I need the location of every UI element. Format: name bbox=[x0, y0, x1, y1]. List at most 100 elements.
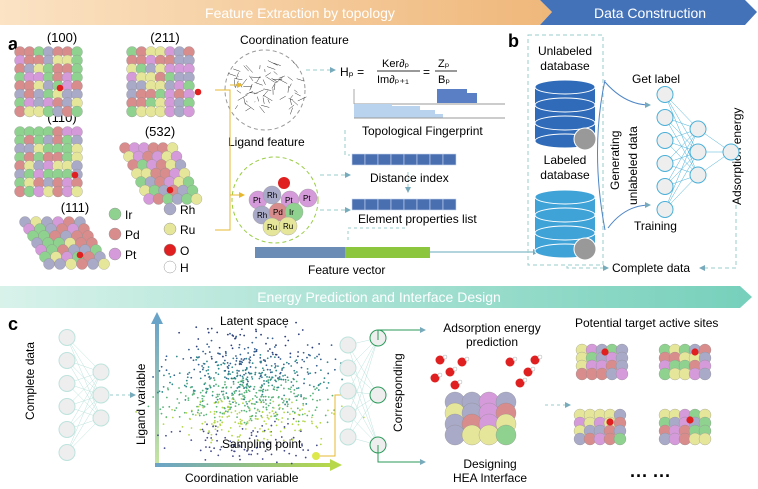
scatter-point bbox=[259, 375, 262, 378]
atom bbox=[71, 185, 83, 198]
scatter-point bbox=[287, 387, 290, 390]
scatter-point bbox=[248, 437, 251, 440]
scatter-point bbox=[199, 403, 202, 406]
scatter-point bbox=[290, 365, 293, 367]
scatter-point bbox=[242, 402, 244, 405]
scatter-point bbox=[175, 407, 178, 409]
oxygen-atom bbox=[523, 367, 533, 377]
scatter-point bbox=[230, 411, 233, 414]
scatter-point bbox=[309, 354, 311, 357]
scatter-point bbox=[319, 398, 321, 401]
scatter-point bbox=[262, 369, 265, 372]
scatter-point bbox=[282, 401, 284, 404]
scatter-point bbox=[147, 405, 150, 408]
scatter-point bbox=[242, 377, 245, 380]
scatter-point bbox=[277, 395, 280, 398]
adsorbate-molecules bbox=[430, 354, 543, 390]
scatter-point bbox=[252, 388, 255, 391]
scatter-point bbox=[167, 388, 170, 391]
scatter-point bbox=[248, 409, 251, 412]
scatter-point bbox=[280, 378, 283, 381]
mesh-edge bbox=[288, 83, 292, 89]
scatter-point bbox=[293, 389, 296, 391]
scatter-point bbox=[192, 391, 195, 393]
scatter-point bbox=[290, 462, 293, 465]
nn-node bbox=[58, 329, 76, 346]
scatter-point bbox=[187, 397, 190, 400]
vector-cell bbox=[442, 198, 457, 211]
scatter-point bbox=[272, 407, 275, 409]
mesh-edge bbox=[228, 73, 236, 77]
scatter-point bbox=[222, 390, 225, 393]
mesh-edge bbox=[261, 104, 270, 108]
database-box bbox=[527, 34, 604, 266]
formula-den: Im∂ₚ₊₁ bbox=[377, 74, 409, 86]
scatter-point bbox=[196, 405, 198, 408]
scatter-point bbox=[287, 379, 290, 382]
scatter-point bbox=[260, 372, 262, 375]
scatter-point bbox=[201, 422, 204, 425]
scatter-point bbox=[220, 446, 223, 448]
scatter-point bbox=[253, 385, 256, 388]
scatter-point bbox=[317, 389, 320, 391]
scatter-point bbox=[135, 410, 138, 413]
atom bbox=[615, 367, 629, 381]
arrow bbox=[344, 130, 350, 156]
scatter-point bbox=[245, 391, 248, 394]
scatter-point bbox=[287, 339, 290, 342]
scatter-point bbox=[216, 426, 219, 428]
generating-arrow bbox=[597, 79, 606, 231]
scatter-point bbox=[258, 377, 261, 380]
scatter-point bbox=[261, 376, 263, 379]
scatter-point bbox=[227, 370, 230, 373]
scatter-point bbox=[286, 411, 289, 414]
scatter-point bbox=[241, 383, 244, 386]
scatter-point bbox=[205, 387, 207, 390]
scatter-point bbox=[202, 362, 205, 365]
scatter-point bbox=[185, 385, 188, 388]
scatter-point bbox=[230, 386, 233, 389]
scatter-point bbox=[235, 335, 238, 338]
neural-network-b bbox=[656, 86, 740, 218]
mesh-edge bbox=[259, 106, 265, 114]
scatter-point bbox=[210, 423, 213, 425]
scatter-point bbox=[272, 396, 274, 398]
scatter-point bbox=[272, 400, 275, 403]
labeled-db-label: database bbox=[540, 168, 590, 182]
scatter-point bbox=[294, 360, 297, 363]
scatter-point bbox=[210, 450, 212, 453]
scatter-point bbox=[275, 444, 277, 447]
scatter-point bbox=[246, 383, 248, 386]
banner-feature-extraction-text: Feature Extraction by topology bbox=[205, 5, 395, 21]
ligand-atom-label: Ru bbox=[283, 222, 293, 231]
scatter-point bbox=[214, 425, 217, 428]
scatter-point bbox=[262, 399, 264, 402]
scatter-point bbox=[210, 441, 213, 444]
scatter-point bbox=[251, 362, 254, 365]
scatter-point bbox=[233, 392, 236, 394]
ligand-atom-label: Pd bbox=[273, 208, 283, 217]
scatter-point bbox=[224, 383, 226, 386]
scatter-point bbox=[282, 400, 285, 402]
mesh-edge bbox=[241, 78, 248, 86]
atom bbox=[87, 258, 99, 270]
ligand-atoms: Pt Rh Pt Pt Rh Pd Ir Ru Ru bbox=[248, 177, 318, 237]
scatter-point bbox=[178, 402, 181, 404]
ligand-atom-label: Ir bbox=[289, 208, 294, 217]
legend-label: Pt bbox=[125, 248, 137, 262]
scatter-point bbox=[297, 351, 300, 353]
scatter-point bbox=[202, 366, 205, 369]
scatter-point bbox=[295, 371, 298, 373]
scatter-point bbox=[160, 365, 163, 368]
scatter-point bbox=[221, 406, 224, 409]
scatter-point bbox=[249, 366, 252, 368]
nn-edge bbox=[664, 151, 699, 210]
scatter-point bbox=[296, 395, 298, 398]
scatter-point bbox=[165, 434, 167, 437]
scatter-point bbox=[250, 372, 253, 375]
scatter-point bbox=[214, 428, 217, 431]
mesh-edge bbox=[292, 100, 299, 106]
scatter-point bbox=[220, 399, 223, 402]
scatter-point bbox=[245, 389, 248, 392]
scatter-point bbox=[242, 359, 245, 362]
